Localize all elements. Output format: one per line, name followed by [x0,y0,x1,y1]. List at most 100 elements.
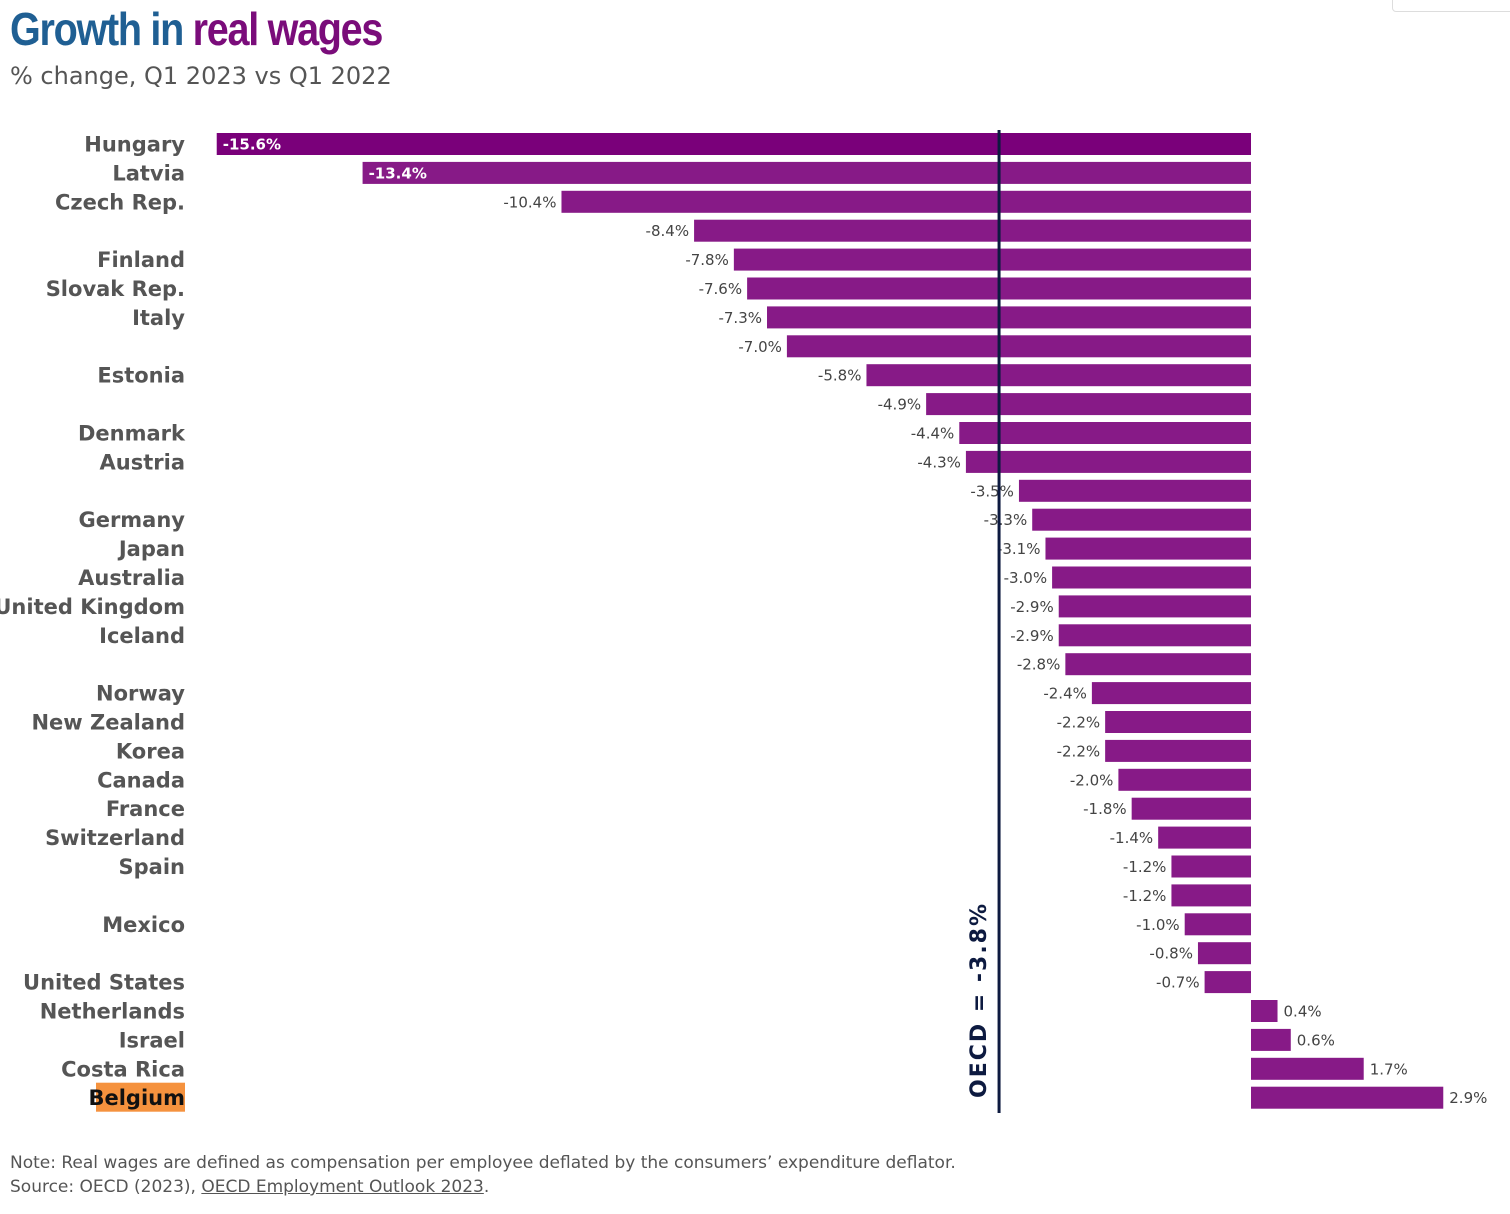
bar [1032,508,1251,531]
value-label: -2.4% [1043,685,1087,703]
value-label: -7.3% [718,309,762,327]
value-label: -2.9% [1010,598,1054,616]
value-label: -3.1% [997,540,1041,558]
corner-widget [1392,0,1510,12]
country-label: France [106,797,185,821]
value-label: -2.2% [1057,742,1101,760]
value-label: -10.4% [503,193,556,211]
value-label: -2.2% [1057,714,1101,732]
value-label: -4.9% [878,396,922,414]
bar [694,219,1251,242]
country-label: Costa Rica [61,1057,185,1081]
country-label: Australia [78,566,185,590]
value-label: -0.8% [1149,945,1193,963]
value-label: -1.2% [1123,887,1167,905]
country-label: Mexico [102,913,185,937]
value-label: -2.0% [1070,771,1114,789]
bar [965,450,1251,473]
bar [1251,1086,1444,1109]
bar [1204,971,1251,994]
bar [733,248,1251,271]
value-label: -3.5% [970,482,1014,500]
country-label: Korea [116,739,185,763]
bar [1018,479,1251,502]
bar [362,161,1252,184]
source-link[interactable]: OECD Employment Outlook 2023 [201,1177,484,1197]
chart-subtitle: % change, Q1 2023 vs Q1 2022 [10,62,392,90]
value-label: -3.3% [984,511,1028,529]
country-label: New Zealand [31,711,185,735]
country-label: Spain [119,855,185,879]
bar [1052,566,1251,589]
value-label: 2.9% [1449,1089,1487,1107]
value-label: -2.9% [1010,627,1054,645]
bar [786,335,1251,358]
value-label: -1.4% [1110,829,1154,847]
source-prefix: Source: OECD (2023), [10,1177,202,1197]
category-labels-layer: Hungary Latvia Czech Rep. Finland Slovak Rep… [0,133,186,1111]
bar [1251,1000,1278,1022]
value-label: -1.8% [1083,800,1127,818]
bar [1091,682,1251,705]
country-label: Belgium [88,1086,185,1110]
country-label: Italy [132,306,185,330]
value-label: -1.2% [1123,858,1167,876]
value-label: -0.7% [1156,974,1200,992]
country-label: Denmark [78,422,186,446]
bar [959,422,1251,444]
bar [1197,942,1251,965]
country-label: Latvia [112,161,185,185]
value-label: -4.4% [911,425,955,443]
title-part-2: real wages [192,3,384,55]
country-label: Iceland [99,624,185,648]
bar [1158,826,1251,849]
footnote: Note: Real wages are defined as compensa… [10,1151,956,1199]
country-label: Czech Rep. [55,190,185,214]
country-label: Switzerland [45,826,185,850]
bar [926,393,1251,416]
bar [1045,537,1251,560]
oecd-reference-label: OECD = -3.8% [967,902,992,1098]
country-label: Norway [96,682,185,706]
value-label: 1.7% [1370,1060,1408,1078]
value-label: -7.0% [738,338,782,356]
bar [1058,624,1251,647]
country-label: Estonia [97,364,185,388]
value-label: 0.4% [1284,1003,1322,1021]
bar [1131,797,1251,820]
bars-layer [216,133,1444,1109]
country-label: Germany [78,508,185,532]
country-label: United Kingdom [0,595,185,619]
value-label: -4.3% [917,453,961,471]
chart-title: Growth in real wages [10,2,384,56]
value-label: -7.6% [699,280,743,298]
country-label: Netherlands [40,1000,185,1024]
bar [1171,855,1251,878]
bar [1105,739,1251,762]
value-label: -2.8% [1017,656,1061,674]
bar [1251,1028,1291,1051]
value-label: 0.6% [1297,1031,1335,1049]
bar [1065,653,1251,676]
labels-layer: -15.6% -13.4% -10.4% -8.4% -7.8% -7.6% -7.3% -7… [223,136,1488,1108]
bar [216,133,1252,155]
value-label: -1.0% [1136,916,1180,934]
country-label: Canada [97,768,185,792]
country-label: Austria [100,450,185,474]
country-label: Japan [117,537,185,561]
bar [1105,711,1251,733]
highlight-layer [96,1082,185,1112]
source-line: Source: OECD (2023), OECD Employment Out… [10,1175,956,1199]
bar [1184,913,1251,936]
country-label: Hungary [84,133,185,157]
bar [767,306,1251,329]
bar [1058,595,1251,618]
bar [866,364,1251,387]
bar [1118,768,1251,791]
note-text: Note: Real wages are defined as compensa… [10,1153,956,1173]
bar [1171,884,1251,907]
highlight-box [96,1082,185,1112]
country-label: Israel [119,1028,185,1052]
value-label: -5.8% [818,367,862,385]
country-label: Finland [97,248,185,272]
